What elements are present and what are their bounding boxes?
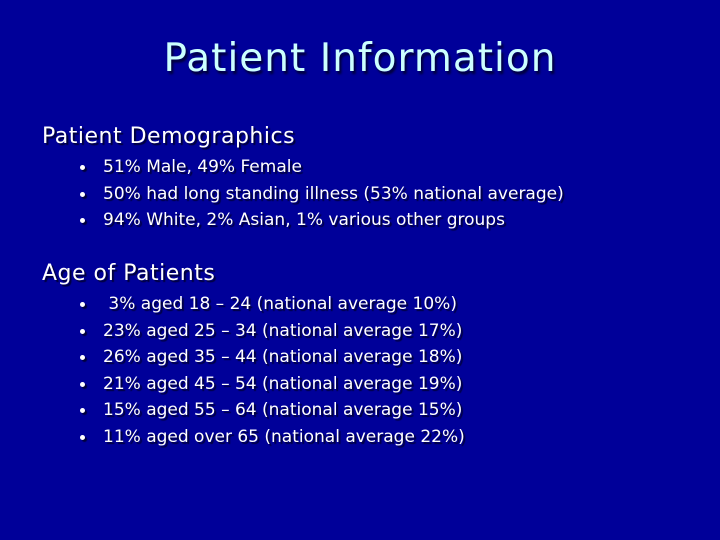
bullet-text: 3% aged 18 – 24 (national average 10%): [103, 294, 457, 314]
list-item: 23% aged 25 – 34 (national average 17%): [72, 318, 465, 345]
bullet-text: 15% aged 55 – 64 (national average 15%): [103, 400, 463, 420]
list-item: 94% White, 2% Asian, 1% various other gr…: [72, 207, 564, 234]
bullet-icon: [80, 408, 85, 413]
list-item: 51% Male, 49% Female: [72, 154, 564, 181]
age-bullet-list: 3% aged 18 – 24 (national average 10%) 2…: [72, 291, 465, 450]
bullet-icon: [80, 355, 85, 360]
bullet-text: 51% Male, 49% Female: [103, 157, 302, 177]
bullet-text: 21% aged 45 – 54 (national average 19%): [103, 373, 463, 394]
list-item: 21% aged 45 – 54 (national average 19%): [72, 371, 465, 398]
list-item: 50% had long standing illness (53% natio…: [72, 181, 564, 208]
list-item: 26% aged 35 – 44 (national average 18%): [72, 344, 465, 371]
bullet-icon: [80, 302, 85, 307]
list-item: 11% aged over 65 (national average 22%): [72, 424, 465, 451]
bullet-icon: [80, 218, 85, 223]
slide-title: Patient Information: [163, 36, 557, 81]
bullet-icon: [80, 191, 85, 197]
bullet-icon: [80, 434, 85, 440]
bullet-text: 23% aged 25 – 34 (national average 17%): [103, 320, 463, 341]
list-item: 3% aged 18 – 24 (national average 10%): [72, 291, 465, 318]
section-heading-demographics: Patient Demographics: [42, 124, 296, 149]
bullet-icon: [80, 328, 85, 334]
bullet-icon: [80, 381, 85, 387]
demographics-bullet-list: 51% Male, 49% Female 50% had long standi…: [72, 154, 564, 234]
section-heading-age: Age of Patients: [42, 261, 216, 286]
bullet-text: 94% White, 2% Asian, 1% various other gr…: [103, 210, 505, 230]
bullet-text: 11% aged over 65 (national average 22%): [103, 426, 465, 447]
bullet-text: 26% aged 35 – 44 (national average 18%): [103, 347, 463, 367]
bullet-icon: [80, 165, 85, 170]
bullet-text: 50% had long standing illness (53% natio…: [103, 183, 564, 204]
list-item: 15% aged 55 – 64 (national average 15%): [72, 397, 465, 424]
